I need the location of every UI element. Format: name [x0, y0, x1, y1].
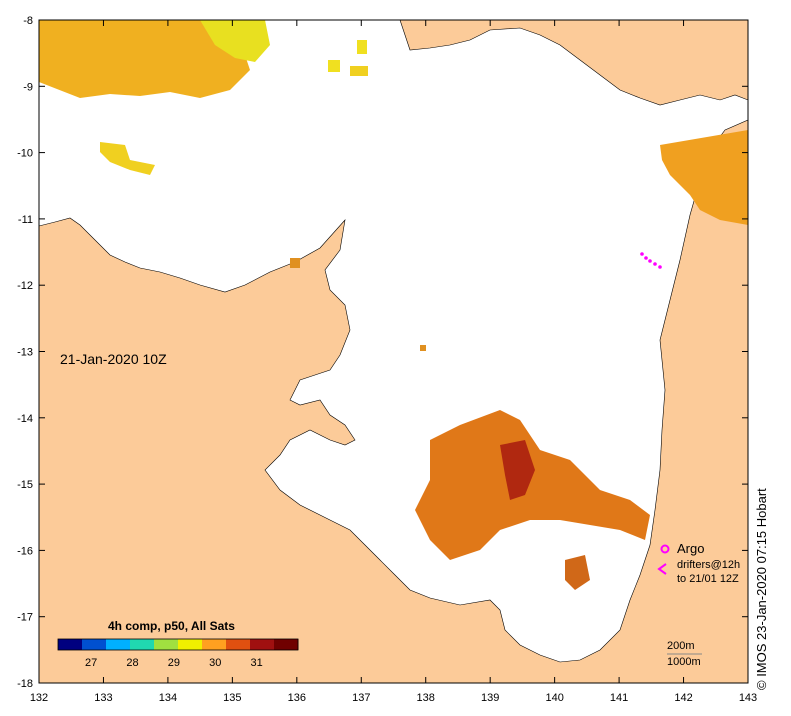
lon-tick-label: 137 — [352, 692, 370, 704]
sst-data — [39, 20, 748, 590]
contour-label-1000: 1000m — [667, 656, 701, 668]
drifters-label-2: to 21/01 12Z — [677, 573, 739, 585]
drifter-point — [648, 259, 652, 263]
lon-tick-label: 132 — [30, 692, 48, 704]
colorbar-label: 29 — [168, 657, 180, 669]
lat-tick-label: -16 — [17, 545, 33, 557]
land-png — [399, 19, 749, 106]
sst-speck-2 — [328, 60, 340, 72]
drifter-point — [658, 265, 662, 269]
sst-speck-4 — [290, 258, 300, 268]
lat-tick-label: -18 — [17, 678, 33, 690]
colorbar — [58, 639, 299, 650]
lat-tick-label: -17 — [17, 612, 33, 624]
axis-ticks — [38, 19, 749, 684]
lon-tick-label: 133 — [94, 692, 112, 704]
colorbar-swatch — [154, 639, 179, 650]
colorbar-swatch — [82, 639, 107, 650]
colorbar-swatch — [106, 639, 131, 650]
lat-tick-label: -8 — [23, 15, 33, 27]
colorbar-labels: 27 28 29 30 31 — [85, 657, 263, 669]
lon-tick-label: 143 — [739, 692, 757, 704]
lat-tick-labels: -8 -9 -10 -11 -12 -13 -14 -15 -16 -17 -18 — [17, 15, 33, 690]
land-top-end — [38, 119, 749, 684]
sst-speck-1 — [357, 40, 367, 54]
sst-patch-north-west — [39, 20, 250, 98]
lat-tick-label: -13 — [17, 347, 33, 359]
lon-tick-label: 136 — [288, 692, 306, 704]
colorbar-frame — [57, 638, 299, 651]
colorbar-label: 28 — [126, 657, 138, 669]
lat-tick-label: -11 — [18, 214, 33, 226]
date-label: 21-Jan-2020 10Z — [60, 351, 167, 367]
sst-patch-west-2 — [100, 142, 155, 175]
lon-tick-label: 142 — [674, 692, 692, 704]
colorbar-title: 4h comp, p50, All Sats — [108, 619, 235, 633]
lon-tick-label: 141 — [610, 692, 628, 704]
colorbar-swatch — [202, 639, 227, 650]
drifter-marker — [657, 563, 667, 575]
drifter-point — [644, 256, 648, 260]
sst-patch-north-west-edge — [200, 20, 270, 62]
lat-tick-label: -12 — [17, 280, 33, 292]
colorbar-swatch — [274, 639, 299, 650]
argo-marker — [660, 544, 670, 554]
drifters-label-1: drifters@12h — [677, 559, 740, 571]
lon-tick-labels: 132 133 134 135 136 137 138 139 140 141 142 143 — [30, 692, 757, 704]
drifter-point — [640, 252, 644, 256]
lat-tick-label: -15 — [17, 479, 33, 491]
colorbar-swatch — [58, 639, 83, 650]
lon-tick-label: 139 — [481, 692, 499, 704]
lon-tick-label: 140 — [545, 692, 563, 704]
argo-label: Argo — [677, 541, 704, 556]
lon-tick-label: 134 — [159, 692, 177, 704]
lon-tick-label: 135 — [223, 692, 241, 704]
lat-tick-label: -14 — [17, 413, 33, 425]
lon-tick-label: 138 — [417, 692, 435, 704]
copyright-notice: © IMOS 23-Jan-2020 07:15 Hobart — [754, 488, 769, 690]
sst-patch-east — [660, 130, 748, 225]
contour-label-200: 200m — [667, 640, 695, 652]
colorbar-label: 31 — [250, 657, 262, 669]
sst-patch-gulf-south — [415, 410, 650, 560]
colorbar-swatch — [226, 639, 251, 650]
drifter-track — [640, 252, 662, 269]
sst-patch-gulf-sw — [565, 555, 590, 590]
colorbar-swatch — [178, 639, 203, 650]
colorbar-label: 30 — [209, 657, 221, 669]
colorbar-swatch — [250, 639, 275, 650]
sst-patch-gulf-hot — [500, 440, 535, 500]
colorbar-swatch — [130, 639, 155, 650]
colorbar-label: 27 — [85, 657, 97, 669]
sst-speck-3 — [350, 66, 368, 76]
lat-tick-label: -10 — [17, 148, 33, 160]
drifter-point — [653, 262, 657, 266]
lat-tick-label: -9 — [23, 81, 33, 93]
sst-speck-5 — [420, 345, 426, 351]
